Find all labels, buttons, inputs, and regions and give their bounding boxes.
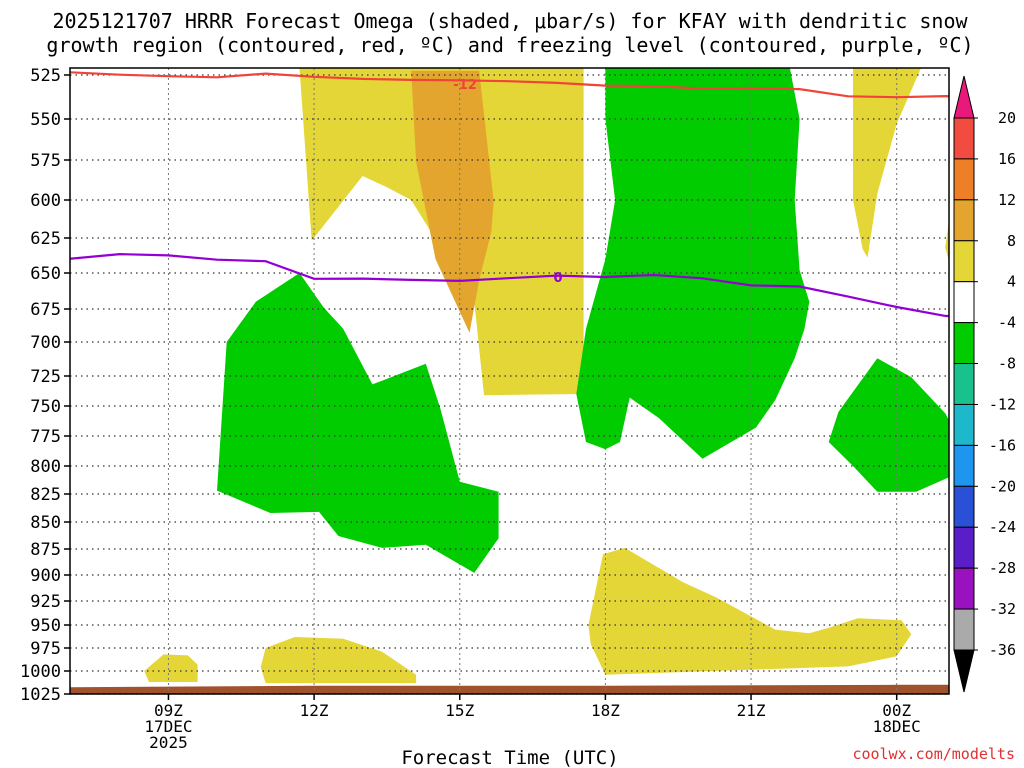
y-tick-label-750: 750 (30, 397, 61, 417)
y-tick-label-1000: 1000 (20, 662, 61, 682)
x-tick-label-00Z: 00Z (882, 701, 911, 720)
downward-motion-green-right (828, 358, 949, 492)
colorbar-label--36: -36 (989, 641, 1016, 659)
x-tick-label-17DEC: 17DEC (144, 717, 192, 736)
colorbar-label-4: 4 (1007, 273, 1016, 291)
y-tick-label-775: 775 (30, 427, 61, 447)
y-tick-label-650: 650 (30, 264, 61, 284)
colorbar-bin--36to-32 (953, 608, 975, 651)
y-tick-label-550: 550 (30, 110, 61, 130)
upward-motion-yellow-low-left-2 (260, 637, 417, 683)
colorbar-label--8: -8 (998, 355, 1016, 373)
y-tick-label-975: 975 (30, 639, 61, 659)
colorbar-label--32: -32 (989, 600, 1016, 618)
upward-motion-yellow-lower (588, 547, 912, 675)
plot-border (69, 67, 950, 695)
y-tick-label-575: 575 (30, 151, 61, 171)
colorbar-bin-12to16 (953, 158, 975, 201)
x-tick-label-21Z: 21Z (737, 701, 766, 720)
colorbar-label-20: 20 (998, 109, 1016, 127)
colorbar-bin--8to-4 (953, 322, 975, 365)
contour-line-minus12 (70, 71, 949, 99)
y-tick-label-1025: 1025 (20, 685, 61, 705)
y-tick-label-525: 525 (30, 66, 61, 86)
plot-frame (69, 67, 950, 695)
colorbar-bin-8to12 (953, 199, 975, 242)
downward-motion-green-center (576, 68, 810, 459)
colorbar-bin--4to4 (953, 281, 975, 324)
y-tick-label-950: 950 (30, 616, 61, 636)
contour-line-zero (70, 252, 949, 318)
y-tick-label-800: 800 (30, 457, 61, 477)
chart-title-line-2: growth region (contoured, red, ºC) and f… (46, 33, 973, 57)
ground-surface (70, 684, 949, 694)
upward-motion-orange-core (411, 70, 494, 333)
omega-shaded-regions (144, 68, 998, 683)
colorbar-label-8: 8 (1007, 232, 1016, 250)
colorbar-label--24: -24 (989, 518, 1016, 536)
ground-layer (70, 684, 949, 694)
upward-motion-yellow-low-left-1 (144, 654, 198, 682)
x-tick-label-15Z: 15Z (445, 701, 474, 720)
y-tick-label-725: 725 (30, 367, 61, 387)
contour-label-zero: 0 (553, 271, 562, 286)
colorbar-label--28: -28 (989, 559, 1016, 577)
y-tick-label-850: 850 (30, 513, 61, 533)
colorbar-top-arrow (953, 75, 975, 119)
colorbar-label--4: -4 (998, 314, 1016, 332)
y-tick-label-600: 600 (30, 191, 61, 211)
x-tick-label-18DEC: 18DEC (873, 717, 921, 736)
chart-title-line-1: 2025121707 HRRR Forecast Omega (shaded, … (52, 9, 968, 33)
y-tick-label-875: 875 (30, 540, 61, 560)
y-axis-pressure-ticks: 525 550 575 600 625 650 675 700 725 750 775 800 825 8… (20, 66, 70, 705)
x-tick-label-18Z: 18Z (591, 701, 620, 720)
contour-label-minus12: -12 (453, 78, 477, 93)
colorbar-label--12: -12 (989, 395, 1016, 413)
y-tick-label-900: 900 (30, 566, 61, 586)
colorbar-label--16: -16 (989, 436, 1016, 454)
temperature-contours: -12 0 (70, 71, 949, 318)
colorbar-bin--16to-12 (953, 403, 975, 446)
downward-motion-green-left (217, 273, 499, 573)
x-tick-label-09Z: 09Z (154, 701, 183, 720)
colorbar-label--20: -20 (989, 477, 1016, 495)
upward-motion-yellow-right-edge (945, 220, 949, 262)
x-tick-label-2025: 2025 (149, 733, 188, 752)
colorbar-label-12: 12 (998, 191, 1016, 209)
y-tick-label-925: 925 (30, 592, 61, 612)
colorbar-bin--32to-28 (953, 567, 975, 610)
y-tick-label-825: 825 (30, 485, 61, 505)
colorbar-bin--12to-8 (953, 363, 975, 405)
colorbar-bin--28to-24 (953, 526, 975, 569)
y-tick-label-675: 675 (30, 300, 61, 320)
colorbar-bin-4to8 (953, 240, 975, 283)
colorbar-bin--24to-20 (953, 485, 975, 528)
upward-motion-orange-right-edge (991, 230, 998, 266)
y-tick-label-700: 700 (30, 333, 61, 353)
y-tick-label-625: 625 (30, 229, 61, 249)
upward-motion-yellow-right-top (853, 68, 921, 258)
credit-link[interactable]: coolwx.com/modelts (852, 745, 1015, 763)
x-axis-label: Forecast Time (UTC) (401, 747, 618, 768)
colorbar-legend: 20 16 12 8 4 -4 -8 -12 -16 -20 -24 -28 -32 -36 (953, 75, 1016, 693)
colorbar-bin-16to20 (953, 117, 975, 160)
colorbar-label-16: 16 (998, 150, 1016, 168)
colorbar-bin--20to-16 (953, 444, 975, 487)
x-tick-label-12Z: 12Z (300, 701, 329, 720)
colorbar-bottom-arrow (953, 649, 975, 693)
